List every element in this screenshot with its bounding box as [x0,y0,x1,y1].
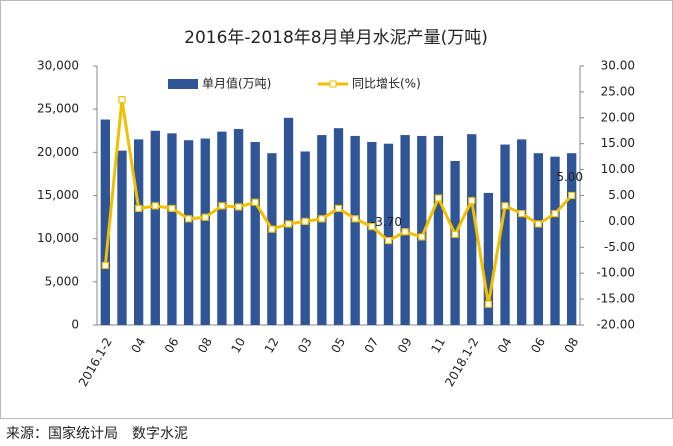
y-tick-label: 25,000 [37,102,79,116]
bar [350,135,360,325]
line-marker [251,198,259,206]
bar [317,135,327,325]
x-tick-label: 03 [295,335,315,355]
bar [167,133,177,325]
bar [117,150,127,325]
x-tick-label: 09 [395,335,415,355]
bar [333,128,344,325]
y2-tick-label: -20.00 [596,318,635,332]
bar [367,141,377,325]
legend-label: 同比增长(%) [352,77,421,91]
line-marker [318,215,326,223]
y2-tick-label: 0.00 [608,214,635,228]
x-tick-label: 08 [562,335,582,355]
line-marker [118,96,126,104]
line-marker [351,215,359,223]
y2-tick-label: -10.00 [596,266,635,280]
bar [467,134,477,325]
line-marker [268,225,276,233]
line-marker [518,210,526,218]
bar [150,130,160,325]
line-marker [101,261,109,270]
bar [100,119,110,325]
line-marker [151,202,159,210]
bar [567,153,577,325]
y-tick-label: 15,000 [37,188,79,202]
chart-title: 2016年-2018年8月单月水泥产量(万吨) [184,28,488,48]
bar [250,141,260,325]
x-tick-label: 04 [129,335,149,355]
y-tick-label: 10,000 [37,231,79,245]
line-marker [168,204,176,213]
bar [417,135,427,325]
y2-tick-label: 30.00 [601,59,635,73]
bar [433,135,444,325]
y2-tick-label: -5.00 [604,240,635,254]
line-marker [501,202,509,210]
bar [217,131,227,325]
line-marker [135,204,143,213]
x-tick-label: 11 [428,335,448,355]
data-label: 5.00 [556,170,583,184]
bar [533,153,544,325]
legend-swatch [168,79,198,89]
line-marker [301,217,309,225]
x-tick-label: 06 [162,335,182,355]
line-marker [368,222,376,231]
y2-tick-label: 5.00 [608,188,635,202]
line-marker [284,220,293,228]
line-marker [218,202,226,210]
data-label: -3.70 [371,215,402,229]
y2-tick-label: 20.00 [601,110,635,124]
line-marker [451,230,459,238]
bar [133,139,144,325]
y-tick-label: 30,000 [37,59,79,73]
bar [517,139,527,325]
x-tick-label: 12 [262,335,282,355]
y2-tick-label: 15.00 [601,136,635,150]
line-marker [468,197,476,205]
y-tick-label: 0 [71,318,79,332]
bar [383,143,394,325]
bar [200,138,210,325]
line-marker [334,204,343,213]
line-marker [551,210,559,218]
line-marker [234,203,243,211]
bar [483,192,494,325]
line-marker [484,300,492,308]
x-tick-label: 10 [228,335,248,355]
x-tick-label: 08 [195,335,215,355]
line-marker [534,220,542,228]
x-tick-label: 05 [328,335,348,355]
line-marker [384,236,393,245]
y-tick-label: 20,000 [37,145,79,159]
bar [300,151,310,325]
y2-tick-label: 25.00 [601,84,635,98]
x-tick-label: 07 [362,335,382,355]
legend-label: 单月值(万吨) [202,76,271,91]
legend-swatch [329,80,337,88]
bar [183,140,194,325]
x-tick-label: 06 [528,335,548,355]
y-tick-label: 5,000 [45,274,79,288]
bar [233,129,244,325]
line-marker [201,213,209,221]
y2-tick-label: 10.00 [601,162,635,176]
y2-tick-label: -15.00 [596,292,635,306]
bar [267,153,277,325]
x-tick-label: 04 [495,335,515,355]
line-marker [418,233,426,241]
line-marker [401,228,409,236]
line-marker [434,194,443,202]
line-marker [185,215,193,223]
bar [550,156,560,325]
bar [450,160,460,325]
source-note: 来源：国家统计局 数字水泥 [6,425,188,442]
bar [500,144,510,325]
line-marker [568,191,576,200]
